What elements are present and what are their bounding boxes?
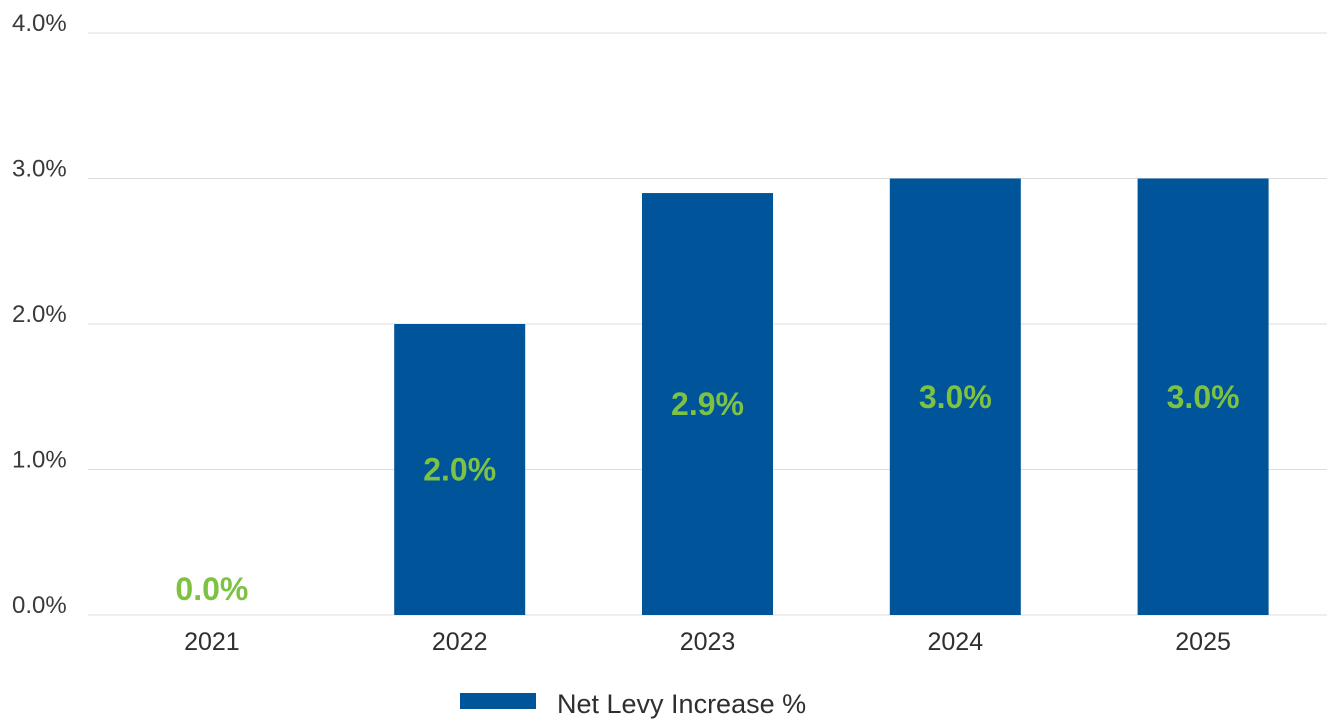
y-tick-label: 1.0% <box>12 447 67 474</box>
x-axis-category-labels: 2021 2022 2023 2024 2025 <box>184 628 1231 656</box>
y-tick-label: 3.0% <box>12 156 67 183</box>
y-tick-label: 4.0% <box>12 10 67 37</box>
x-tick-label-2024: 2024 <box>927 628 983 656</box>
data-label-2023: 2.9% <box>671 386 744 422</box>
y-tick-label: 2.0% <box>12 301 67 328</box>
bars <box>394 178 1269 616</box>
x-tick-label-2022: 2022 <box>432 628 488 656</box>
bar-2025 <box>1137 178 1269 615</box>
bar-2022 <box>394 324 526 615</box>
data-labels: 0.0% 2.0% 2.9% 3.0% 3.0% <box>175 379 1239 607</box>
x-tick-label-2021: 2021 <box>184 628 240 656</box>
data-label-2025: 3.0% <box>1167 379 1240 415</box>
x-tick-label-2023: 2023 <box>680 628 736 656</box>
bar-2023 <box>642 193 773 616</box>
bar-2024 <box>889 178 1021 615</box>
data-label-2021: 0.0% <box>175 571 248 607</box>
y-axis-tick-labels: 0.0% 1.0% 2.0% 3.0% 4.0% <box>12 10 67 619</box>
data-label-2024: 3.0% <box>919 379 992 415</box>
y-tick-label: 0.0% <box>12 592 67 619</box>
data-label-2022: 2.0% <box>423 452 496 488</box>
x-tick-label-2025: 2025 <box>1175 628 1231 656</box>
legend-swatch <box>460 693 536 709</box>
legend: Net Levy Increase % <box>460 689 806 719</box>
legend-label: Net Levy Increase % <box>557 689 806 719</box>
